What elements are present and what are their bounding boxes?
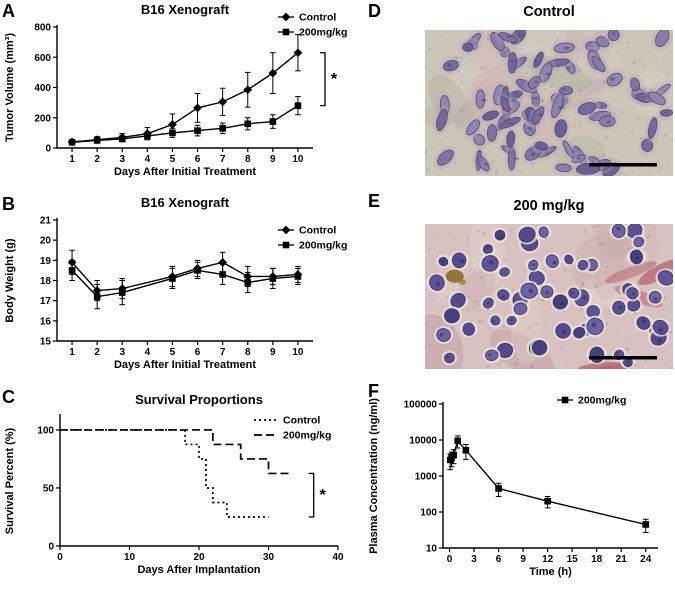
svg-text:1: 1 — [69, 154, 75, 165]
panel-e-histology-treated: E 200 mg/kg — [365, 190, 675, 376]
svg-text:*: * — [331, 71, 338, 88]
svg-text:6: 6 — [195, 154, 201, 165]
svg-text:B16 Xenograft: B16 Xenograft — [141, 2, 230, 17]
svg-text:0: 0 — [57, 552, 63, 563]
svg-text:Plasma Concentration (ng/ml): Plasma Concentration (ng/ml) — [368, 398, 380, 554]
svg-text:Days After Initial Treatment: Days After Initial Treatment — [114, 166, 256, 178]
svg-text:30: 30 — [263, 552, 275, 563]
panel-label-d: D — [368, 1, 381, 21]
svg-text:15: 15 — [567, 554, 579, 565]
svg-text:600: 600 — [34, 53, 51, 64]
panel-label-c: C — [2, 387, 15, 407]
svg-text:0: 0 — [447, 554, 453, 565]
svg-text:9: 9 — [270, 154, 276, 165]
svg-text:1000: 1000 — [415, 472, 438, 483]
svg-text:200mg/kg: 200mg/kg — [299, 27, 347, 39]
panel-a-tumor-volume: 0 200 400 600 800 1 2 3 4 5 6 7 8 9 10 B16 Xenograft Day… — [0, 0, 370, 193]
svg-text:800: 800 — [34, 23, 51, 34]
svg-text:3: 3 — [471, 554, 477, 565]
svg-text:4: 4 — [145, 154, 151, 165]
svg-text:200mg/kg: 200mg/kg — [283, 430, 331, 442]
svg-text:200mg/kg: 200mg/kg — [299, 240, 347, 252]
plasma-concentration-chart: 10 100 1000 10000 100000 0 3 6 9 12 15 18 21 24 Time (… — [368, 395, 658, 578]
svg-text:21: 21 — [616, 554, 628, 565]
svg-text:10: 10 — [426, 544, 438, 555]
histology-control-title: Control — [523, 4, 575, 20]
svg-text:200: 200 — [34, 113, 51, 124]
svg-text:*: * — [320, 487, 327, 504]
svg-text:Control: Control — [299, 12, 336, 24]
panel-c-survival: 0 50 100 0 10 20 30 40 Survival Proportions Days … — [0, 386, 370, 593]
svg-text:19: 19 — [40, 256, 52, 267]
svg-text:6: 6 — [195, 347, 201, 358]
svg-text:12: 12 — [542, 554, 554, 565]
svg-text:20: 20 — [40, 236, 52, 247]
svg-text:3: 3 — [119, 347, 125, 358]
svg-text:5: 5 — [170, 154, 176, 165]
panel-label-f: F — [368, 381, 379, 401]
svg-text:10000: 10000 — [409, 436, 437, 447]
svg-text:50: 50 — [43, 483, 55, 494]
panel-label-e: E — [368, 191, 381, 211]
svg-text:0: 0 — [48, 542, 54, 553]
svg-text:Body Weight (g): Body Weight (g) — [4, 238, 16, 322]
panel-label-a: A — [2, 1, 15, 21]
svg-text:Survival Percent (%): Survival Percent (%) — [4, 427, 16, 534]
svg-text:100: 100 — [420, 508, 437, 519]
panel-label-b: B — [2, 194, 15, 214]
svg-text:7: 7 — [220, 347, 226, 358]
svg-text:10: 10 — [292, 154, 304, 165]
svg-text:200mg/kg: 200mg/kg — [578, 395, 626, 407]
panel-f-plasma-concentration: 10 100 1000 10000 100000 0 3 6 9 12 15 18 21 24 Time (… — [365, 376, 675, 593]
svg-text:Survival Proportions: Survival Proportions — [135, 392, 263, 407]
svg-text:8: 8 — [245, 347, 251, 358]
svg-text:18: 18 — [40, 276, 52, 287]
svg-text:10: 10 — [124, 552, 136, 563]
svg-text:2: 2 — [94, 347, 100, 358]
svg-text:17: 17 — [40, 296, 52, 307]
survival-chart: 0 50 100 0 10 20 30 40 Survival Proportions Days … — [4, 392, 344, 576]
svg-text:Days After Implantation: Days After Implantation — [137, 564, 260, 576]
svg-text:9: 9 — [520, 554, 526, 565]
svg-text:100000: 100000 — [404, 400, 438, 411]
svg-text:Days After Initial Treatment: Days After Initial Treatment — [114, 359, 256, 371]
svg-text:16: 16 — [40, 316, 52, 327]
tumor-volume-chart: 0 200 400 600 800 1 2 3 4 5 6 7 8 9 10 B16 Xenograft Day… — [4, 2, 347, 178]
svg-text:6: 6 — [496, 554, 502, 565]
svg-text:Control: Control — [283, 415, 320, 427]
svg-text:9: 9 — [270, 347, 276, 358]
control-histology-image — [425, 30, 673, 176]
panel-b-body-weight: 15 16 17 18 19 20 21 1 2 3 4 5 6 7 8 9 10 B16 Xenograft Da… — [0, 193, 370, 386]
histology-treated-title: 200 mg/kg — [513, 198, 585, 214]
svg-text:Tumor Volume (mm³): Tumor Volume (mm³) — [4, 33, 16, 142]
svg-text:400: 400 — [34, 83, 51, 94]
svg-text:15: 15 — [40, 337, 52, 348]
svg-text:40: 40 — [332, 552, 344, 563]
svg-text:4: 4 — [145, 347, 151, 358]
svg-text:1: 1 — [69, 347, 75, 358]
svg-text:0: 0 — [45, 144, 51, 155]
svg-text:Control: Control — [299, 225, 336, 237]
svg-text:5: 5 — [170, 347, 176, 358]
treated-histology-image — [425, 224, 673, 369]
svg-text:100: 100 — [37, 425, 54, 436]
svg-text:24: 24 — [640, 554, 652, 565]
svg-text:21: 21 — [40, 216, 52, 227]
svg-text:18: 18 — [591, 554, 603, 565]
svg-text:8: 8 — [245, 154, 251, 165]
svg-text:7: 7 — [220, 154, 226, 165]
svg-text:20: 20 — [193, 552, 205, 563]
panel-d-histology-control: D Control — [365, 0, 675, 190]
svg-text:B16 Xenograft: B16 Xenograft — [141, 195, 230, 210]
svg-text:2: 2 — [94, 154, 100, 165]
svg-text:3: 3 — [119, 154, 125, 165]
svg-text:Time (h): Time (h) — [529, 566, 572, 578]
svg-text:10: 10 — [292, 347, 304, 358]
